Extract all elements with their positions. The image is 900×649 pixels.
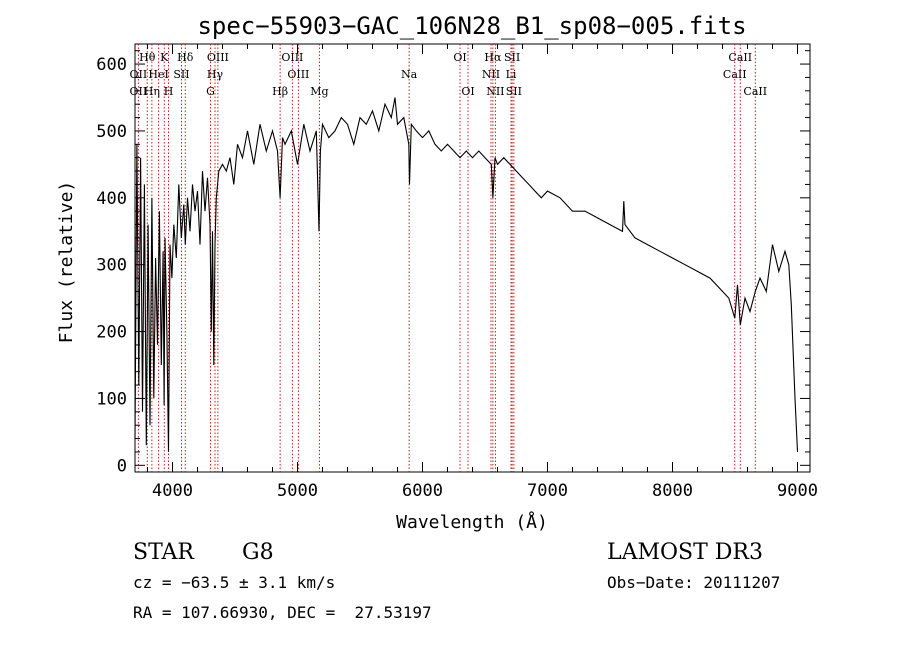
y-tick-label: 500 [96, 122, 127, 142]
spectral-line-label: CaII [743, 85, 767, 98]
object-class: STAR [133, 540, 194, 565]
x-tick-label: 7000 [527, 481, 568, 501]
y-axis-label: Flux (relative) [56, 181, 77, 344]
spectral-line-label: Mg [310, 85, 328, 98]
axis-tick-labels: 4000 5000 6000 7000 8000 9000 0 100 200 300 400 500… [96, 55, 818, 501]
spectral-line-label: Na [401, 68, 418, 81]
spectral-line-label: SII [506, 85, 522, 98]
ra-dec-coordinates: RA = 107.66930, DEC = 27.53197 [133, 603, 432, 622]
spectral-line-label: SII [173, 68, 189, 81]
chart-title: spec−55903−GAC_106N28_B1_sp08−005.fits [197, 12, 746, 40]
spectral-line-label: H [164, 85, 174, 98]
spectral-line-label: OIII [287, 68, 309, 81]
y-tick-label: 300 [96, 256, 127, 276]
spectral-line-label: Hγ [207, 68, 224, 81]
spectral-line-label: Hη [144, 85, 160, 98]
spectral-subclass: G8 [242, 540, 274, 565]
spectral-line-label: Hβ [272, 85, 288, 98]
spectral-line-label: SII [504, 51, 520, 64]
x-tick-label: 4000 [152, 481, 193, 501]
x-tick-label: 9000 [777, 481, 818, 501]
spectral-line-label: HeI [148, 68, 168, 81]
spectral-line-label: Hα [484, 51, 502, 64]
spectral-line-label: OI [461, 85, 474, 98]
spectral-line-label: OIII [281, 51, 303, 64]
spectral-line-label: K [160, 51, 169, 64]
x-tick-label: 8000 [652, 481, 693, 501]
y-tick-label: 600 [96, 55, 127, 75]
spectral-line-label: NII [482, 68, 500, 81]
x-axis-label: Wavelength (Å) [396, 511, 548, 533]
x-tick-label: 5000 [277, 481, 318, 501]
y-tick-label: 100 [96, 389, 127, 409]
spectral-line-label: OI [453, 51, 466, 64]
axis-ticks [135, 44, 810, 472]
line-markers [137, 44, 756, 472]
redshift-cz: cz = −63.5 ± 3.1 km/s [133, 573, 336, 592]
flux-series-line [134, 97, 799, 452]
spectral-line-label: CaII [728, 51, 752, 64]
spectral-line-label: G [206, 85, 215, 98]
survey-label: LAMOST DR3 [607, 540, 763, 565]
spectral-line-label: NII [486, 85, 504, 98]
spectral-line-label: OIII [207, 51, 229, 64]
spectral-line-label: Li [506, 68, 517, 81]
spectral-line-label: Hδ [177, 51, 194, 64]
y-tick-label: 200 [96, 323, 127, 343]
x-tick-label: 6000 [402, 481, 443, 501]
observation-date: Obs−Date: 20111207 [607, 573, 781, 592]
spectral-line-label: CaII [723, 68, 747, 81]
y-tick-label: 0 [117, 456, 127, 476]
plot-frame [134, 43, 811, 473]
spectral-line-label: OII [130, 85, 148, 98]
y-tick-label: 400 [96, 189, 127, 209]
spectral-line-label: OII [130, 68, 148, 81]
spectral-line-label: Hθ [139, 51, 156, 64]
